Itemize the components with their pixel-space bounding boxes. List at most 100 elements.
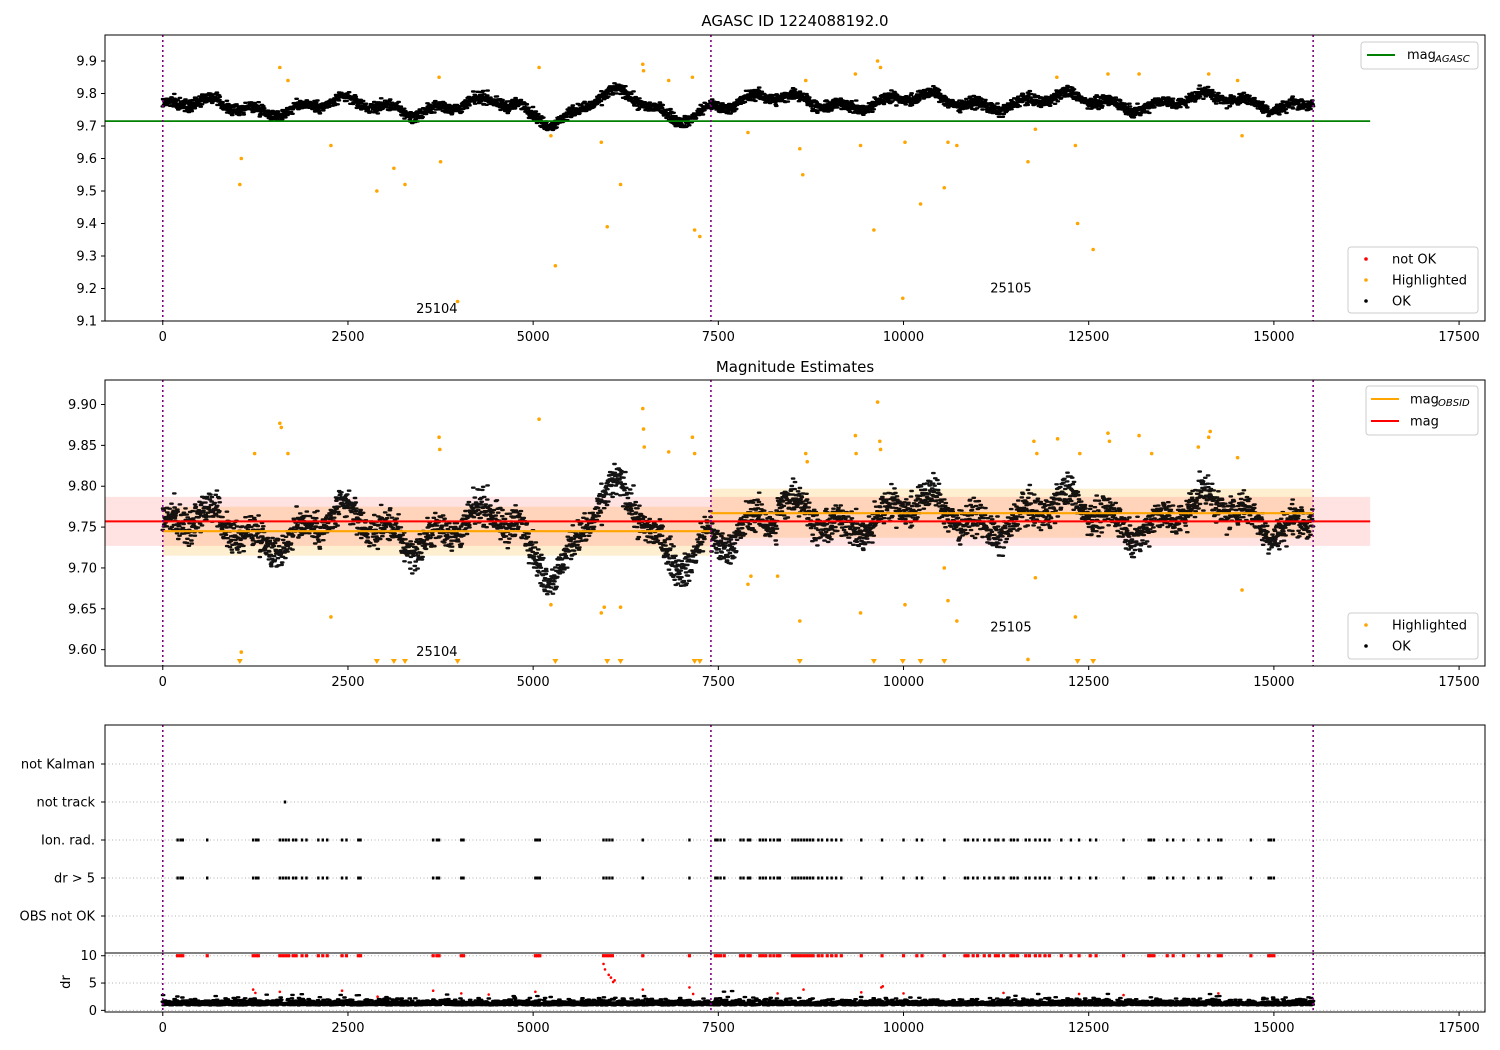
y-tick-label: 9.9 [76, 55, 97, 70]
dr-not-ok-point [1269, 954, 1273, 958]
obsid-label: 25104 [416, 302, 457, 317]
flag-point [181, 838, 184, 842]
flag-point [830, 838, 833, 842]
flag-point [808, 876, 812, 880]
dr-not-ok-point [1009, 954, 1013, 958]
flag-point [1149, 876, 1153, 880]
flag-point [808, 838, 812, 842]
dr-not-ok-point [459, 954, 463, 958]
off-scale-marker [941, 659, 948, 664]
flag-point [321, 838, 324, 842]
dr-not-ok-point [799, 954, 803, 958]
flag-point [1016, 876, 1019, 880]
flag-point [794, 876, 797, 880]
highlighted-point [946, 140, 950, 145]
x-tick-label: 7500 [702, 675, 735, 690]
highlighted-point [853, 72, 858, 76]
highlighted-point [641, 68, 646, 73]
flag-point [794, 838, 797, 842]
highlighted-point [878, 439, 882, 444]
dr-not-ok-point [816, 954, 820, 958]
y-tick-label: 9.2 [76, 282, 97, 297]
highlighted-point [642, 445, 647, 449]
flag-point [1249, 876, 1253, 880]
flag-point [1034, 838, 1037, 842]
x-tick-label: 7500 [702, 1021, 735, 1036]
flag-point [284, 876, 287, 880]
highlighted-point [878, 65, 883, 70]
highlighted-point [1240, 588, 1244, 592]
dr-not-ok-point [340, 989, 344, 992]
flag-point [326, 838, 329, 842]
flag-point [1043, 876, 1047, 880]
flag-point [1009, 876, 1013, 880]
highlighted-point [955, 143, 959, 148]
flag-point [778, 876, 782, 880]
flag-point [830, 876, 833, 880]
dr-not-ok-point [1171, 954, 1175, 958]
highlighted-point [746, 582, 750, 587]
flag-point [281, 876, 284, 880]
flag-point [688, 876, 691, 880]
flag-point [803, 876, 806, 880]
flag-point [300, 838, 304, 842]
flag-point [820, 876, 824, 880]
dr-not-ok-point [376, 995, 379, 999]
dr-not-ok-point [535, 954, 540, 958]
highlighted-point [858, 611, 863, 615]
flag-point [536, 876, 539, 880]
flag-point [994, 838, 997, 842]
flag-point [860, 838, 863, 842]
highlighted-point [455, 299, 460, 304]
highlighted-point [549, 602, 553, 607]
agasc-legend-upper: mag AGASC [1360, 41, 1479, 70]
dr-not-ok-point [300, 954, 304, 958]
x-tick-label: 2500 [331, 675, 364, 690]
flag-point [1152, 838, 1156, 842]
flag-point [1077, 838, 1081, 842]
flag-point [739, 876, 742, 880]
off-scale-marker [870, 659, 877, 664]
x-tick-label: 15000 [1253, 330, 1294, 345]
highlighted-point [800, 172, 805, 177]
dr-not-ok-point [808, 954, 812, 958]
off-scale-marker [691, 659, 698, 664]
legend-marker [1364, 257, 1368, 261]
dr-not-ok-point [533, 954, 537, 958]
dr-not-ok-point [534, 990, 537, 994]
flag-point [176, 876, 179, 880]
dr-not-ok-point [1121, 954, 1126, 958]
dr-not-ok-point [993, 954, 997, 958]
flag-point [1024, 838, 1027, 842]
highlighted-point [1073, 143, 1078, 148]
highlighted-point [872, 228, 876, 232]
highlighted-point [1073, 615, 1078, 619]
flag-point [1024, 876, 1027, 880]
dr-not-ok-point [325, 954, 329, 958]
x-tick-label: 15000 [1253, 675, 1294, 690]
dr-not-ok-point [291, 954, 295, 958]
highlighted-point [666, 450, 671, 454]
highlighted-point [537, 65, 541, 70]
x-tick-label: 2500 [331, 1021, 364, 1036]
flag-point [281, 838, 284, 842]
off-scale-marker [696, 659, 703, 664]
flag-point [1048, 838, 1051, 842]
legend-sub-agasc: AGASC [1434, 54, 1470, 65]
dr-not-ok-point [880, 954, 884, 958]
dr-not-ok-point [778, 954, 782, 958]
flag-point [761, 876, 764, 880]
flag-point [714, 838, 717, 842]
dr-not-ok-point [254, 991, 257, 995]
flag-point [776, 838, 779, 842]
flag-point [803, 838, 806, 842]
flag-point [966, 876, 970, 880]
dr-not-ok-point [601, 954, 606, 958]
dr-not-ok-point [901, 954, 906, 958]
flag-point [357, 876, 360, 880]
highlighted-point [641, 427, 646, 431]
legend-label-mag: mag [1410, 393, 1439, 408]
y-tick-label: 9.6 [76, 152, 97, 167]
flag-point [608, 876, 611, 880]
